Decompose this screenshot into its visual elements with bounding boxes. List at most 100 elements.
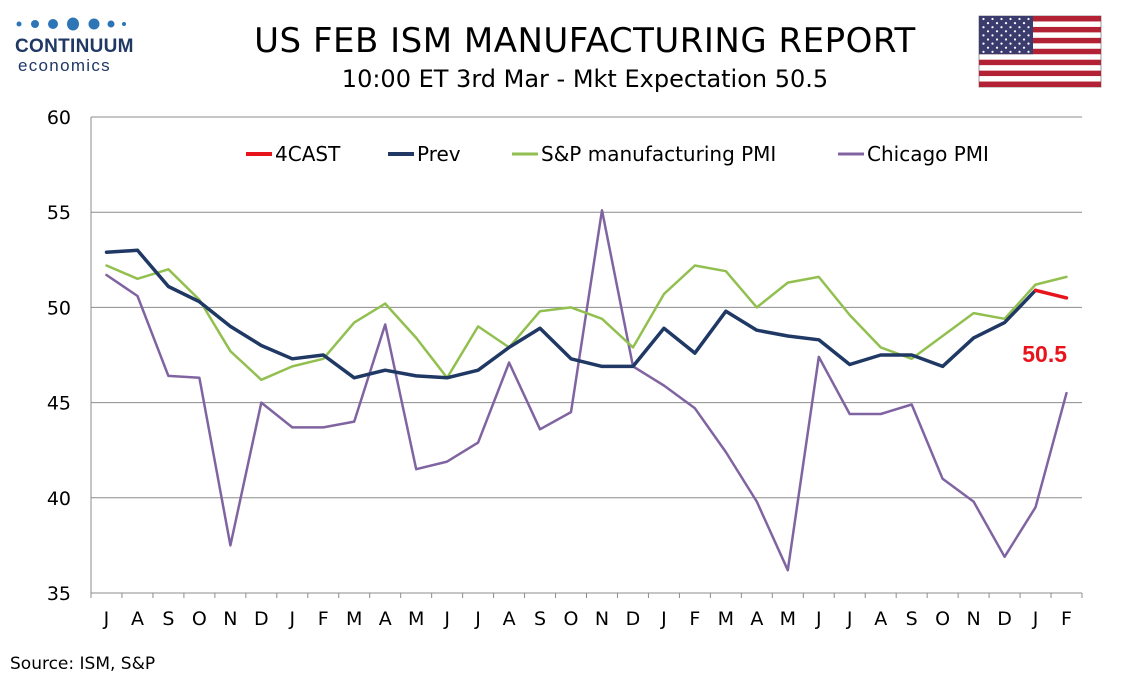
flag-star bbox=[986, 38, 990, 41]
flag-star bbox=[986, 22, 990, 25]
flag-star bbox=[1018, 17, 1021, 21]
logo-sub: economics bbox=[18, 56, 111, 75]
x-tick-label: D bbox=[626, 608, 641, 630]
flag-star bbox=[1022, 30, 1026, 33]
x-tick-label: A bbox=[503, 608, 516, 630]
flag-star bbox=[1018, 50, 1021, 53]
forecast-callout: 50.5 bbox=[1022, 341, 1067, 367]
flag-star bbox=[1018, 26, 1021, 29]
legend-label: Prev bbox=[417, 142, 461, 166]
legend-item: 4CAST bbox=[246, 142, 341, 166]
x-tick-label: F bbox=[318, 608, 329, 630]
flag-star bbox=[1013, 30, 1017, 33]
flag-star bbox=[995, 30, 999, 33]
legend: 4CAST Prev S&P manufacturing PMI Chicago PM… bbox=[246, 142, 989, 166]
x-tick-label: F bbox=[1061, 608, 1072, 630]
flag-star bbox=[1000, 34, 1003, 37]
flag-star bbox=[1000, 17, 1003, 21]
us-flag-icon bbox=[978, 15, 1102, 88]
x-tick-label: O bbox=[935, 608, 950, 630]
y-tick-label: 50 bbox=[47, 297, 71, 319]
flag-star bbox=[1009, 42, 1012, 45]
flag-stripe bbox=[979, 16, 1101, 22]
flag-star bbox=[1018, 42, 1021, 45]
flag-star bbox=[995, 22, 999, 25]
flag-stripe bbox=[979, 70, 1101, 77]
y-axis-ticks: 35 40 45 50 55 60 bbox=[47, 107, 71, 605]
y-tick-label: 60 bbox=[47, 107, 71, 129]
flag-star bbox=[1013, 22, 1017, 25]
flag-star bbox=[1004, 46, 1008, 49]
x-tick-label: J bbox=[1032, 608, 1039, 630]
x-tick-label: M bbox=[346, 608, 362, 630]
flag-star bbox=[991, 26, 994, 29]
legend-label: 4CAST bbox=[275, 142, 341, 166]
flag-star bbox=[982, 42, 985, 45]
flag-star bbox=[1022, 38, 1026, 41]
flag-star bbox=[1009, 26, 1012, 29]
series-line-chicago-pmi bbox=[105, 209, 1068, 572]
x-tick-label: J bbox=[660, 608, 667, 630]
y-tick-label: 55 bbox=[47, 202, 71, 224]
x-tick-label: S bbox=[534, 608, 546, 630]
flag-star bbox=[982, 50, 985, 53]
x-tick-label: N bbox=[967, 608, 981, 630]
flag-star bbox=[1022, 46, 1026, 49]
y-tick-label: 35 bbox=[47, 583, 71, 605]
x-tick-label: O bbox=[192, 608, 207, 630]
x-tick-label: S bbox=[906, 608, 918, 630]
flag-star bbox=[1009, 17, 1012, 21]
x-tick-label: M bbox=[408, 608, 424, 630]
flag-star bbox=[986, 46, 990, 49]
x-tick-label: J bbox=[474, 608, 481, 630]
chart-subtitle: 10:00 ET 3rd Mar - Mkt Expectation 50.5 bbox=[342, 65, 828, 93]
x-tick-label: J bbox=[443, 608, 450, 630]
x-tick-label: M bbox=[718, 608, 734, 630]
flag-star bbox=[1018, 34, 1021, 37]
series-line-4cast bbox=[1033, 288, 1069, 300]
gridlines bbox=[90, 116, 1082, 594]
flag-star bbox=[1000, 50, 1003, 53]
legend-label: Chicago PMI bbox=[867, 142, 989, 166]
x-tick-label: S bbox=[162, 608, 174, 630]
flag-star bbox=[995, 46, 999, 49]
flag-star bbox=[1027, 26, 1030, 29]
x-tick-label: F bbox=[689, 608, 700, 630]
x-tick-label: O bbox=[564, 608, 579, 630]
x-tick-label: J bbox=[103, 608, 110, 630]
flag-star bbox=[1004, 30, 1008, 33]
flag-star bbox=[1009, 34, 1012, 37]
legend-label: S&P manufacturing PMI bbox=[541, 142, 776, 166]
x-tick-label: D bbox=[254, 608, 269, 630]
flag-star bbox=[1004, 38, 1008, 41]
logo-name: CONTINUUM bbox=[15, 36, 134, 57]
flag-star bbox=[1027, 17, 1030, 21]
flag-star bbox=[1013, 38, 1017, 41]
flag-star bbox=[1004, 22, 1008, 25]
flag-stripe bbox=[979, 26, 1101, 33]
chart-title: US FEB ISM MANUFACTURING REPORT bbox=[254, 21, 916, 61]
x-tick-label: N bbox=[223, 608, 237, 630]
x-tick-label: N bbox=[595, 608, 609, 630]
flag-star bbox=[991, 42, 994, 45]
flag-star bbox=[982, 34, 985, 37]
flag-star bbox=[991, 50, 994, 53]
logo-dots bbox=[16, 17, 126, 31]
x-tick-label: D bbox=[997, 608, 1012, 630]
legend-item: Chicago PMI bbox=[838, 142, 989, 166]
flag-star bbox=[1027, 50, 1030, 53]
y-tick-label: 40 bbox=[47, 488, 71, 510]
flag-star bbox=[1000, 26, 1003, 29]
x-tick-label: J bbox=[815, 608, 822, 630]
flag-star bbox=[1000, 42, 1003, 45]
x-tick-label: A bbox=[131, 608, 144, 630]
x-tick-label: J bbox=[288, 608, 295, 630]
x-tick-label: A bbox=[874, 608, 887, 630]
legend-item: Prev bbox=[388, 142, 461, 166]
flag-star bbox=[995, 38, 999, 41]
annotations: 50.5 bbox=[1022, 341, 1067, 367]
flag-star bbox=[1009, 50, 1012, 53]
